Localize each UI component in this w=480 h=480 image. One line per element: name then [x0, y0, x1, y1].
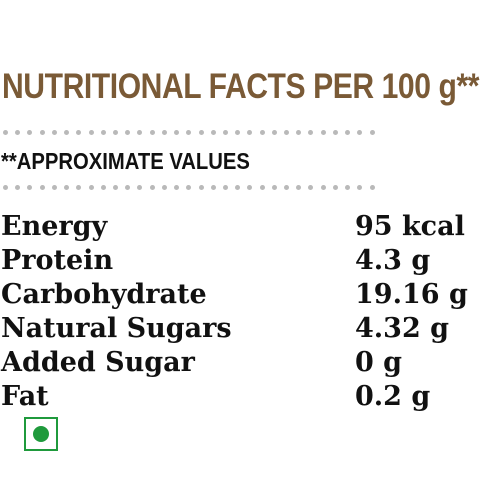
approximate-values-note: **APPROXIMATE VALUES — [1, 148, 250, 174]
nutrient-value: 4.32 g — [355, 313, 450, 344]
nutrient-value: 95 kcal — [355, 211, 465, 242]
divider-dot — [332, 129, 338, 135]
divider-dot — [271, 184, 277, 190]
divider-dot — [15, 129, 21, 135]
divider-dot — [210, 184, 216, 190]
divider-dot — [271, 129, 277, 135]
divider-dot — [3, 184, 8, 190]
divider-dot — [247, 129, 253, 135]
divider-dot — [174, 129, 180, 135]
divider-dot — [320, 184, 326, 190]
divider-dot — [284, 129, 290, 135]
dotted-divider-bottom — [3, 183, 375, 191]
veg-dot-icon — [33, 426, 49, 442]
divider-dot — [198, 129, 204, 135]
divider-dot — [296, 129, 302, 135]
divider-dot — [259, 129, 265, 135]
divider-dot — [210, 129, 216, 135]
divider-dot — [112, 184, 118, 190]
divider-dot — [39, 129, 45, 135]
nutrient-value: 19.16 g — [355, 279, 468, 310]
divider-dot — [137, 129, 143, 135]
nutrition-row-fat: Fat 0.2 g — [0, 380, 480, 414]
page-title: NUTRITIONAL FACTS PER 100 g** — [2, 67, 480, 106]
divider-dot — [27, 129, 33, 135]
divider-dot — [320, 129, 326, 135]
divider-dot — [125, 184, 131, 190]
divider-dot — [235, 129, 241, 135]
divider-dot — [284, 184, 290, 190]
divider-dot — [332, 184, 338, 190]
nutrient-label: Carbohydrate — [1, 279, 207, 310]
nutrition-row-energy: Energy 95 kcal — [0, 210, 480, 244]
divider-dot — [76, 129, 82, 135]
divider-dot — [259, 184, 265, 190]
divider-dot — [235, 184, 241, 190]
nutrition-row-natural-sugars: Natural Sugars 4.32 g — [0, 312, 480, 346]
divider-dot — [149, 184, 155, 190]
nutrition-row-added-sugar: Added Sugar 0 g — [0, 346, 480, 380]
divider-dot — [161, 184, 167, 190]
divider-dot — [296, 184, 302, 190]
divider-dot — [369, 129, 375, 135]
nutrition-row-protein: Protein 4.3 g — [0, 244, 480, 278]
divider-dot — [88, 129, 94, 135]
divider-dot — [345, 184, 351, 190]
divider-dot — [369, 184, 375, 190]
divider-dot — [64, 129, 70, 135]
divider-dot — [88, 184, 94, 190]
divider-dot — [222, 129, 228, 135]
veg-symbol-icon — [24, 417, 58, 451]
nutrition-facts-list: Energy 95 kcal Protein 4.3 g Carbohydrat… — [0, 210, 480, 414]
divider-dot — [3, 129, 8, 135]
divider-dot — [76, 184, 82, 190]
nutrient-value: 4.3 g — [355, 245, 431, 276]
divider-dot — [51, 184, 57, 190]
divider-dot — [39, 184, 45, 190]
divider-dot — [125, 129, 131, 135]
divider-dot — [64, 184, 70, 190]
divider-dot — [308, 184, 314, 190]
divider-dot — [345, 129, 351, 135]
divider-dot — [137, 184, 143, 190]
divider-dot — [51, 129, 57, 135]
divider-dot — [186, 184, 192, 190]
divider-dot — [308, 129, 314, 135]
divider-dot — [357, 184, 363, 190]
nutrient-value: 0 g — [355, 347, 403, 378]
divider-dot — [149, 129, 155, 135]
nutrient-label: Energy — [1, 211, 108, 242]
nutrient-label: Natural Sugars — [1, 313, 232, 344]
divider-dot — [27, 184, 33, 190]
dotted-divider-top — [3, 128, 375, 136]
divider-dot — [15, 184, 21, 190]
divider-dot — [247, 184, 253, 190]
divider-dot — [357, 129, 363, 135]
divider-dot — [161, 129, 167, 135]
divider-dot — [186, 129, 192, 135]
divider-dot — [174, 184, 180, 190]
divider-dot — [222, 184, 228, 190]
nutrient-label: Fat — [1, 381, 49, 412]
divider-dot — [100, 184, 106, 190]
divider-dot — [100, 129, 106, 135]
divider-dot — [112, 129, 118, 135]
nutrient-value: 0.2 g — [355, 381, 431, 412]
nutrient-label: Protein — [1, 245, 114, 276]
divider-dot — [198, 184, 204, 190]
nutrient-label: Added Sugar — [1, 347, 195, 378]
nutrition-row-carbohydrate: Carbohydrate 19.16 g — [0, 278, 480, 312]
